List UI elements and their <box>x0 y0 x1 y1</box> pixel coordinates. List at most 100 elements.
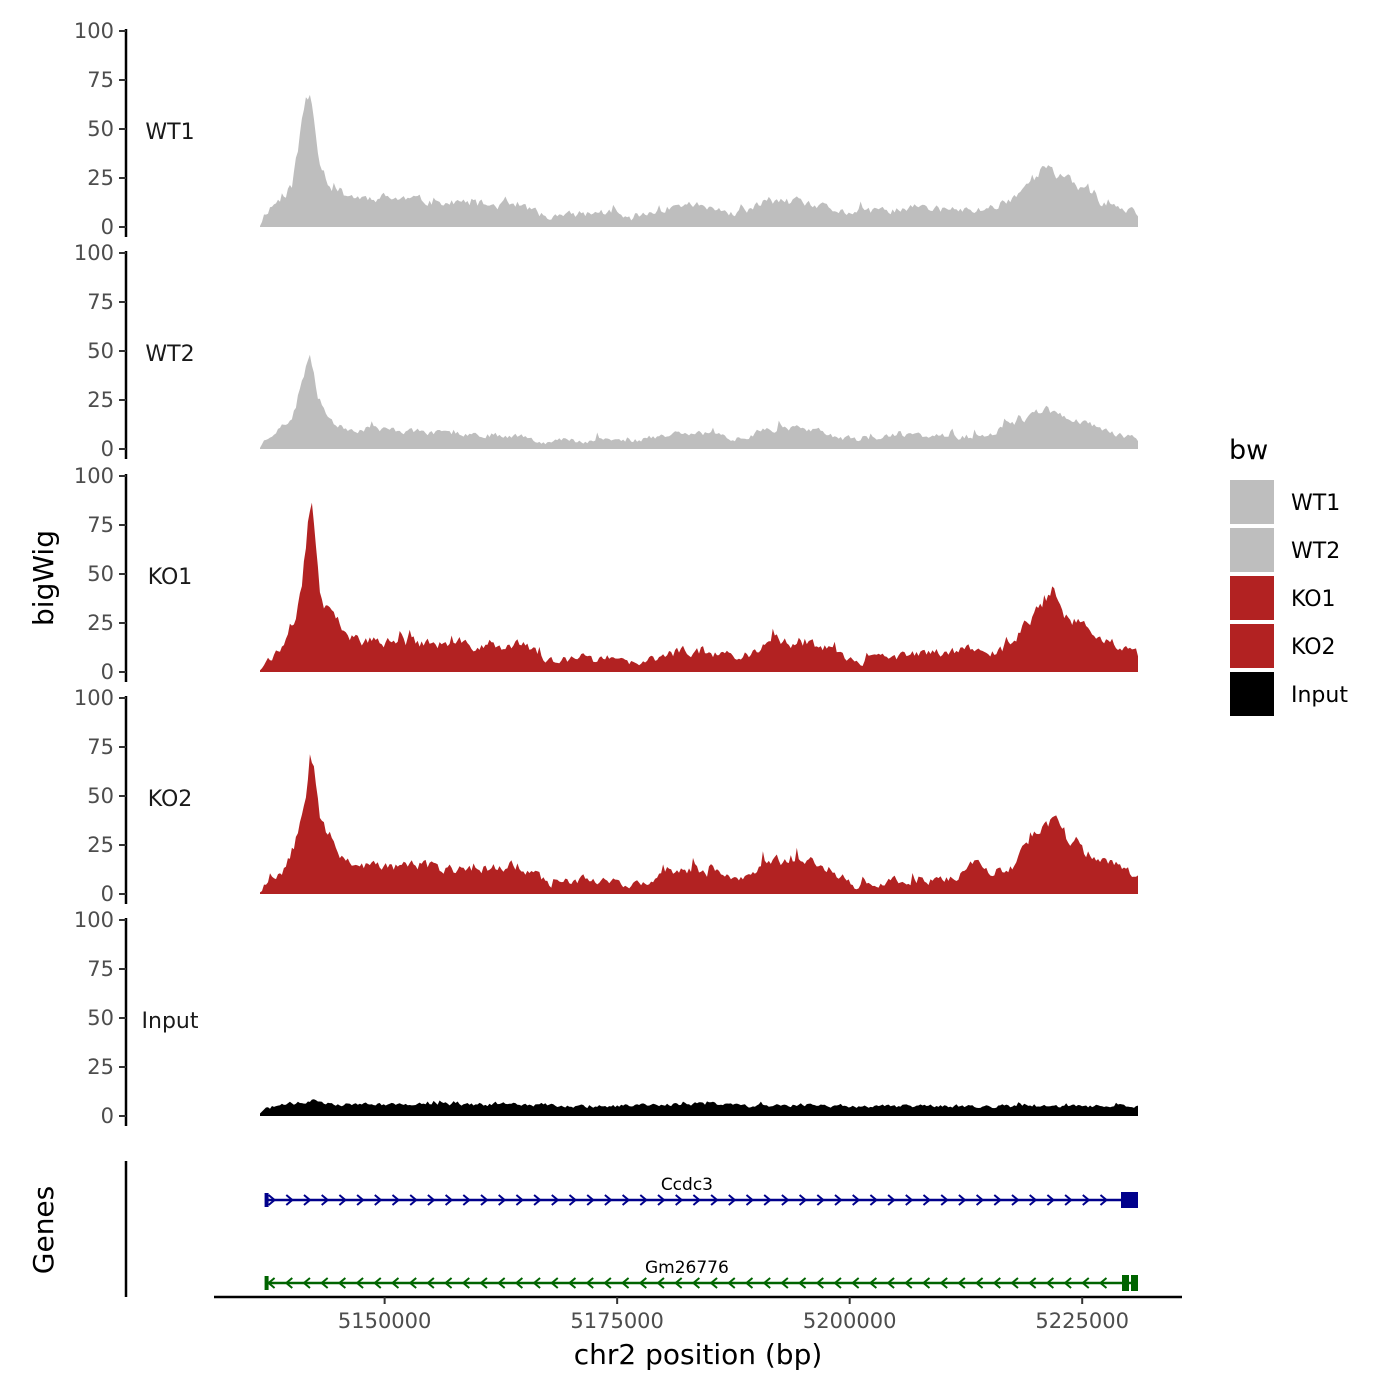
strand-arrow <box>374 1194 383 1206</box>
strand-arrow <box>533 1194 542 1206</box>
track-wt2: 0 25 50 75 100 WT2 <box>74 241 1138 461</box>
x-axis: 5150000 5175000 5200000 5225000 <box>214 1295 1182 1333</box>
x-tick-label: 5150000 <box>338 1309 432 1333</box>
strand-arrow <box>621 1194 631 1206</box>
strand-arrow <box>852 1194 861 1206</box>
strand-arrow <box>337 1277 347 1289</box>
strand-arrow <box>975 1194 985 1206</box>
strand-arrow <box>887 1194 896 1206</box>
legend: bw WT1 WT2 KO1 KO2 Input <box>1229 435 1348 716</box>
x-tick-label: 5200000 <box>803 1309 897 1333</box>
strand-arrow <box>321 1194 330 1206</box>
strand-arrow <box>356 1194 365 1206</box>
strand-arrow <box>604 1194 613 1206</box>
track-label: KO1 <box>148 565 193 590</box>
strand-arrow <box>780 1277 789 1289</box>
strand-arrow <box>373 1277 382 1289</box>
strand-arrow <box>833 1277 842 1289</box>
strand-arrow <box>957 1277 966 1289</box>
legend-label: KO2 <box>1291 635 1336 660</box>
strand-arrow <box>1098 1277 1108 1289</box>
exon <box>264 1276 269 1290</box>
genes-axis-title: Genes <box>27 1186 60 1274</box>
track-ko2: 0 25 50 75 100 KO2 <box>74 686 1138 906</box>
strand-arrow <box>497 1277 506 1289</box>
y-tick-label: 75 <box>87 513 114 537</box>
strand-arrow <box>781 1194 790 1206</box>
signal-area-input <box>260 1099 1138 1116</box>
strand-arrow <box>798 1194 808 1206</box>
track-label: Input <box>142 1009 199 1034</box>
strand-arrow <box>1046 1194 1055 1206</box>
track-label: WT1 <box>145 120 194 145</box>
y-tick-label: 25 <box>87 1055 114 1079</box>
y-tick-label: 50 <box>87 339 114 363</box>
bigwig-tracks: 0255075100WT10255075100WT20255075100KO10… <box>74 19 1138 1128</box>
exon <box>1122 1275 1129 1291</box>
y-tick-label: 75 <box>87 735 114 759</box>
gene-label: Ccdc3 <box>661 1175 713 1195</box>
strand-arrow <box>1045 1277 1055 1289</box>
y-tick-label: 25 <box>87 166 114 190</box>
strand-arrow <box>303 1194 312 1206</box>
signal-area-wt1 <box>260 94 1138 228</box>
strand-arrow <box>992 1277 1001 1289</box>
legend-key-wt1 <box>1230 480 1274 524</box>
strand-arrow <box>834 1194 843 1206</box>
strand-arrow <box>638 1277 647 1289</box>
strand-arrow <box>603 1277 612 1289</box>
strand-arrow <box>267 1277 276 1289</box>
strand-arrow <box>390 1277 400 1289</box>
strand-arrow <box>851 1277 860 1289</box>
strand-arrow <box>904 1277 913 1289</box>
y-tick-label: 75 <box>87 68 114 92</box>
strand-arrow <box>656 1277 665 1289</box>
exon <box>1131 1275 1138 1291</box>
track-wt1: 0 25 50 75 100 WT1 <box>74 19 1138 239</box>
legend-title: bw <box>1229 435 1268 466</box>
strand-arrow <box>1063 1277 1072 1289</box>
strand-arrow <box>816 1194 825 1206</box>
y-tick-label: 0 <box>101 1104 114 1128</box>
strand-arrow <box>921 1277 931 1289</box>
signal-area-wt2 <box>260 354 1138 449</box>
strand-arrow <box>762 1277 771 1289</box>
legend-label: WT1 <box>1291 491 1340 516</box>
strand-arrow <box>355 1277 364 1289</box>
strand-arrow <box>1011 1194 1020 1206</box>
strand-arrow <box>320 1277 329 1289</box>
strand-arrow <box>621 1277 630 1289</box>
strand-arrow <box>905 1194 914 1206</box>
strand-arrow <box>1082 1194 1091 1206</box>
y-tick-label: 25 <box>87 388 114 412</box>
strand-arrow <box>710 1194 719 1206</box>
gene-ccdc3: Ccdc3 <box>264 1175 1138 1208</box>
strand-arrow <box>444 1277 453 1289</box>
strand-arrow <box>1010 1277 1019 1289</box>
strand-arrow <box>409 1194 418 1206</box>
strand-arrow <box>567 1277 577 1289</box>
strand-arrow <box>480 1194 489 1206</box>
legend-key-input <box>1230 672 1274 716</box>
strand-arrow <box>462 1194 471 1206</box>
strand-arrow <box>940 1194 949 1206</box>
strand-arrow <box>657 1194 666 1206</box>
legend-key-wt2 <box>1230 528 1274 572</box>
y-tick-label: 50 <box>87 784 114 808</box>
y-tick-label: 75 <box>87 957 114 981</box>
strand-arrow <box>674 1277 683 1289</box>
strand-arrow <box>1099 1194 1109 1206</box>
strand-arrow <box>975 1277 984 1289</box>
signal-area-ko2 <box>260 754 1138 894</box>
legend-label: KO1 <box>1291 587 1336 612</box>
track-ko1: 0 25 50 75 100 KO1 <box>74 464 1138 684</box>
x-axis-title: chr2 position (bp) <box>574 1338 823 1371</box>
strand-arrow <box>267 1194 277 1206</box>
strand-arrow <box>444 1194 454 1206</box>
strand-arrow <box>1081 1277 1090 1289</box>
y-tick-label: 100 <box>74 464 114 488</box>
strand-arrow <box>586 1194 595 1206</box>
strand-arrow <box>922 1194 932 1206</box>
y-tick-label: 0 <box>101 215 114 239</box>
